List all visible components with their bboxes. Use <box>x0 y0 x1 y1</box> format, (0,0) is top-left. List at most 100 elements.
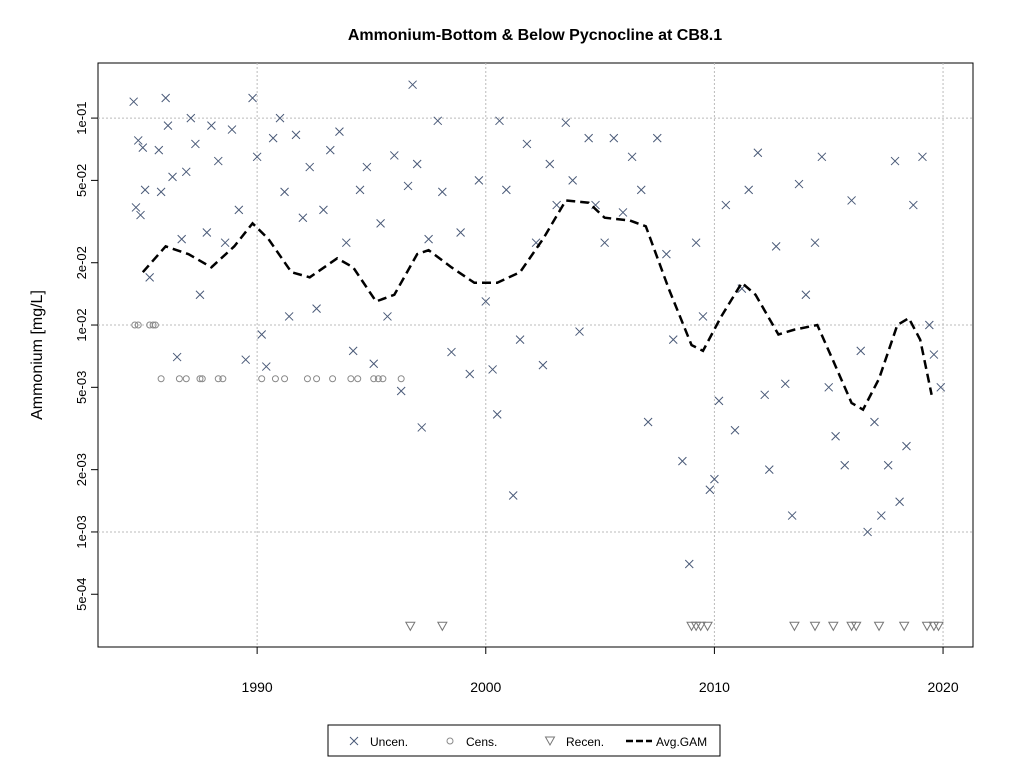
triangle-marker <box>404 621 416 632</box>
x-marker <box>145 272 155 282</box>
x-marker <box>568 176 578 185</box>
x-marker <box>298 213 308 223</box>
circle-marker <box>258 375 266 383</box>
x-marker <box>481 297 491 306</box>
x-marker <box>154 145 164 155</box>
x-marker <box>136 210 145 220</box>
x-marker <box>305 162 315 172</box>
x-marker <box>417 423 427 432</box>
x-marker <box>248 93 257 103</box>
circle-marker <box>198 375 206 383</box>
circle-marker <box>354 375 362 383</box>
x-marker <box>618 208 628 217</box>
x-marker <box>376 218 385 228</box>
x-marker <box>627 152 637 162</box>
x-marker <box>474 176 484 185</box>
triangle-marker <box>921 621 933 632</box>
x-marker <box>883 460 893 470</box>
x-marker <box>636 185 646 195</box>
x-marker <box>131 203 141 212</box>
x-marker <box>492 410 502 419</box>
x-marker <box>501 185 511 195</box>
circle-marker <box>374 375 382 383</box>
circle-marker <box>182 375 190 383</box>
x-marker <box>710 474 719 484</box>
triangle-marker <box>702 621 713 632</box>
x-marker <box>456 228 465 237</box>
x-marker <box>714 396 724 406</box>
triangle-marker <box>695 621 707 632</box>
circle-marker <box>379 375 387 383</box>
x-marker <box>495 116 504 126</box>
x-marker <box>177 234 187 244</box>
x-marker <box>488 365 497 374</box>
triangle-marker <box>436 621 448 632</box>
x-marker <box>140 185 150 195</box>
x-marker <box>847 196 856 205</box>
circle-marker <box>131 321 139 329</box>
x-marker <box>545 159 555 169</box>
x-marker <box>241 355 251 365</box>
legend-label: Avg.GAM <box>656 735 707 749</box>
x-marker <box>465 369 475 379</box>
x-marker <box>433 116 443 126</box>
x-marker <box>213 156 223 166</box>
x-marker <box>552 200 562 210</box>
x-marker <box>538 360 548 370</box>
x-marker <box>156 187 166 197</box>
x-tick-label: 1990 <box>242 679 273 695</box>
y-tick-label: 1e-01 <box>74 101 89 134</box>
x-marker <box>291 130 301 140</box>
x-marker <box>220 238 230 248</box>
x-marker <box>753 148 763 158</box>
x-marker <box>668 335 678 344</box>
triangle-marker <box>898 621 910 632</box>
x-marker <box>202 228 212 237</box>
x-marker <box>584 133 594 143</box>
x-marker <box>161 93 171 103</box>
x-marker <box>691 238 701 248</box>
x-marker <box>383 312 392 321</box>
x-marker <box>424 234 433 244</box>
x-marker <box>227 125 237 134</box>
circle-marker <box>329 375 337 383</box>
x-marker <box>133 136 143 145</box>
chart-title: Ammonium-Bottom & Below Pycnocline at CB… <box>348 27 722 44</box>
x-marker <box>369 359 379 369</box>
circle-marker <box>397 375 405 383</box>
x-marker <box>508 491 518 500</box>
x-marker <box>362 162 372 172</box>
x-marker <box>172 352 182 362</box>
x-marker <box>801 290 811 300</box>
x-marker <box>261 362 271 371</box>
x-tick-label: 2020 <box>927 679 958 695</box>
x-marker <box>840 460 850 470</box>
x-marker <box>207 121 216 130</box>
circle-marker <box>313 375 321 383</box>
x-marker <box>936 382 946 392</box>
legend-box <box>327 724 721 757</box>
triangle-marker <box>873 621 885 632</box>
x-marker <box>684 559 694 569</box>
x-marker <box>186 113 196 123</box>
circle-marker <box>370 375 378 383</box>
plot-frame <box>97 62 974 648</box>
x-marker <box>191 139 200 149</box>
x-marker <box>895 497 904 507</box>
x-marker <box>437 187 447 197</box>
circle-marker <box>175 375 183 383</box>
x-marker <box>561 118 571 128</box>
x-marker <box>678 456 687 466</box>
gam-line <box>141 199 933 412</box>
x-marker <box>195 290 205 300</box>
triangle-marker <box>850 621 862 632</box>
x-marker <box>280 187 289 197</box>
x-marker <box>863 527 872 537</box>
x-marker <box>522 139 532 149</box>
x-marker <box>744 185 754 195</box>
x-marker <box>412 159 422 169</box>
x-marker <box>870 417 879 427</box>
x-marker <box>831 431 840 441</box>
y-tick-label: 5e-02 <box>74 164 89 197</box>
